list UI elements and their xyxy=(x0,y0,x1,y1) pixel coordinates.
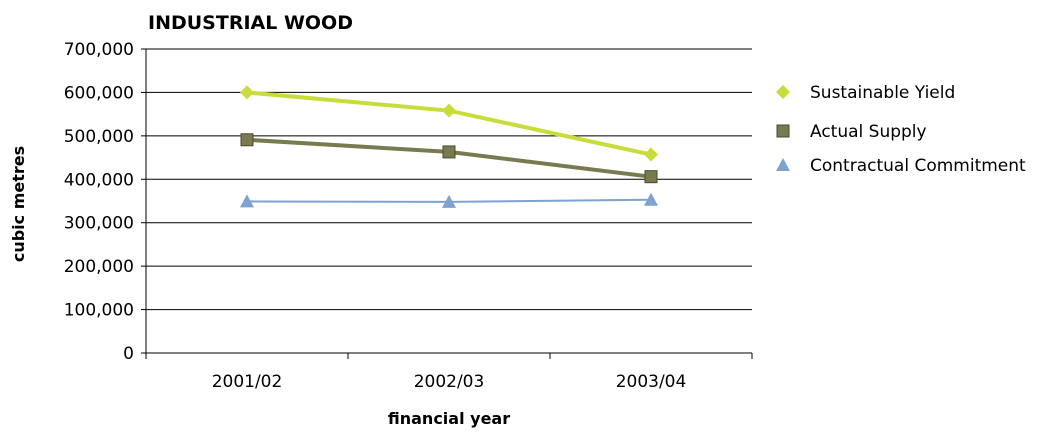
legend-item: Contractual Commitment xyxy=(776,156,1026,176)
data-point xyxy=(240,85,254,100)
y-tick-label: 400,000 xyxy=(64,170,134,190)
legend-label: Sustainable Yield xyxy=(810,83,955,103)
series-actual-supply xyxy=(240,133,658,184)
legend-marker xyxy=(776,158,790,171)
y-tick-label: 700,000 xyxy=(64,40,134,60)
axes xyxy=(141,48,753,359)
series-contractual-commitment xyxy=(240,192,658,208)
legend-item: Actual Supply xyxy=(776,122,927,142)
y-tick-label: 200,000 xyxy=(64,257,134,277)
data-point xyxy=(644,192,658,206)
data-point xyxy=(442,103,456,118)
y-tick-label: 0 xyxy=(123,344,134,364)
legend: Sustainable Yield Actual Supply Contractua… xyxy=(776,83,1026,176)
gridlines xyxy=(146,48,752,311)
x-tick-label: 2002/03 xyxy=(414,372,485,392)
legend-marker xyxy=(776,124,790,138)
data-point xyxy=(240,194,254,208)
data-point xyxy=(442,145,456,159)
data-point xyxy=(644,170,658,184)
series-sustainable-yield xyxy=(240,85,658,162)
y-tick-label: 300,000 xyxy=(64,214,134,234)
x-tick-label: 2003/04 xyxy=(616,372,687,392)
x-axis-title: financial year xyxy=(388,409,510,428)
legend-label: Actual Supply xyxy=(810,122,927,142)
legend-marker xyxy=(776,85,790,99)
y-tick-labels: 0 100,000 200,000 300,000 400,000 500,000 600,… xyxy=(64,40,134,364)
y-tick-label: 600,000 xyxy=(64,83,134,103)
data-point xyxy=(240,133,254,147)
y-tick-label: 500,000 xyxy=(64,127,134,147)
y-tick-label: 100,000 xyxy=(64,301,134,321)
y-axis-title: cubic metres xyxy=(9,146,28,262)
data-point xyxy=(442,194,456,208)
x-tick-label: 2001/02 xyxy=(212,372,283,392)
data-point xyxy=(644,147,658,162)
legend-label: Contractual Commitment xyxy=(810,156,1026,176)
chart-title: INDUSTRIAL WOOD xyxy=(148,12,353,34)
series-group xyxy=(240,85,658,208)
x-tick-labels: 2001/02 2002/03 2003/04 xyxy=(212,372,687,392)
legend-item: Sustainable Yield xyxy=(776,83,955,103)
